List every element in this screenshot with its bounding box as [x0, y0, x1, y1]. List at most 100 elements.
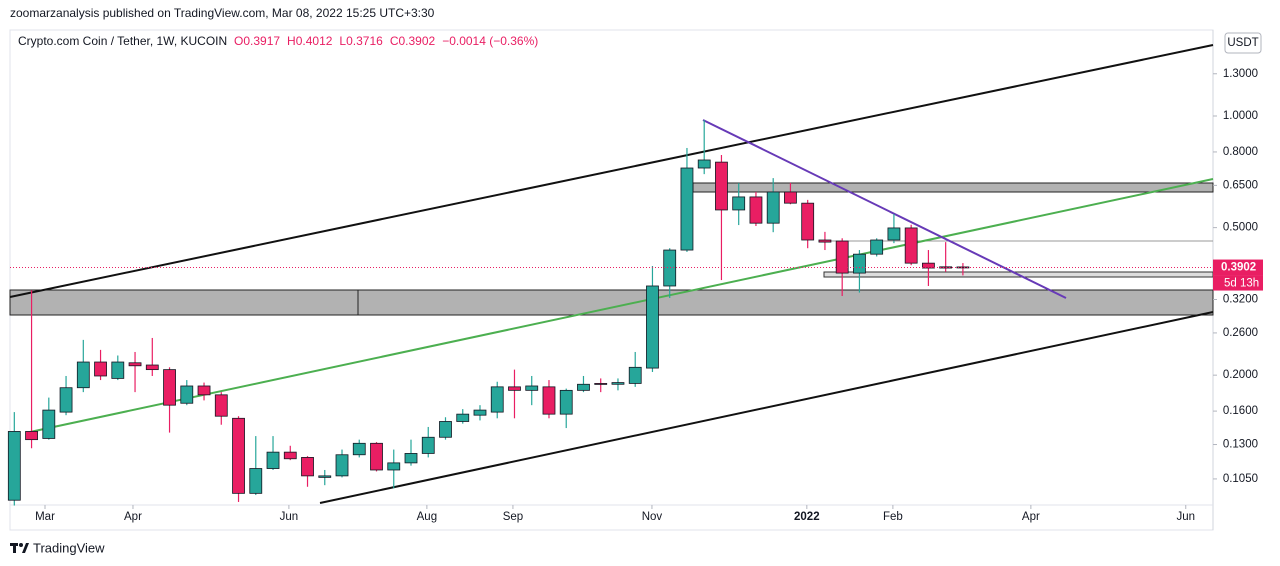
candle-body	[577, 383, 590, 391]
y-tick-label: 0.2600	[1223, 327, 1258, 339]
footer-logo	[10, 543, 29, 553]
candle-body	[421, 436, 435, 454]
y-tick-label: 0.1600	[1223, 405, 1258, 417]
candle-body	[180, 385, 194, 404]
candle-body	[456, 413, 470, 422]
y-tick-label: 0.5000	[1223, 222, 1258, 234]
candle-body	[594, 383, 608, 385]
candle-body	[404, 453, 418, 464]
candle-body	[318, 475, 332, 478]
candle-body	[42, 409, 56, 439]
channel-bottom	[319, 311, 1214, 504]
candle-body	[335, 454, 349, 477]
candles	[7, 120, 970, 506]
x-tick-label: Nov	[642, 511, 663, 523]
candle-body	[352, 442, 366, 456]
chart-title: Crypto.com Coin / Tether, 1W, KUCOIN	[18, 34, 227, 48]
candle-body	[301, 457, 314, 477]
ohlc-value: L0.3716	[339, 34, 383, 48]
countdown-box	[1213, 275, 1263, 291]
candle-body	[749, 196, 763, 224]
x-tick-label: Jun	[280, 511, 299, 523]
y-tick-label: 0.2000	[1223, 369, 1258, 381]
candle-body	[214, 394, 228, 417]
candle-body	[59, 387, 73, 413]
candle-body	[559, 389, 573, 415]
candle-body	[853, 253, 866, 274]
candle-body	[439, 421, 452, 438]
currency-button[interactable]	[1224, 32, 1262, 54]
candle-body	[732, 196, 746, 211]
candle-body	[111, 361, 125, 379]
candle-body	[266, 451, 280, 469]
x-tick-label: Mar	[35, 511, 55, 523]
countdown: 5d 13h	[1224, 278, 1259, 290]
candle-body	[818, 239, 832, 243]
x-tick-label: Jun	[1176, 511, 1195, 523]
candle-body	[508, 386, 521, 391]
candle-body	[7, 431, 21, 501]
candle-body	[784, 191, 797, 204]
ohlc-header: O0.3917 H0.4012 L0.3716 C0.3902 −0.0014 (−0.…	[234, 34, 538, 48]
y-tick-label: 0.8000	[1223, 146, 1258, 158]
candle-body	[283, 451, 297, 460]
candle-body	[835, 240, 849, 274]
y-tick-label: 0.1050	[1223, 473, 1258, 485]
last-price-label: 0.3902	[1221, 262, 1256, 274]
y-tick-label: 1.3000	[1223, 68, 1258, 80]
y-tick-label: 0.3200	[1223, 294, 1258, 306]
candle-body	[715, 161, 728, 211]
axes: 1.3000 1.0000 0.8000 0.6500 0.5000 0.3200 0.26…	[10, 68, 1263, 523]
candle-body	[145, 364, 159, 371]
x-tick-label: Sep	[503, 511, 523, 523]
candle-body	[163, 369, 176, 406]
footer: TradingView	[33, 540, 105, 555]
candle-body	[646, 285, 659, 369]
resistance-zone	[692, 182, 1214, 193]
candle-body	[525, 385, 539, 391]
candle-body	[370, 442, 383, 471]
candle-body	[956, 266, 970, 269]
ohlc-value: C0.3902	[390, 34, 436, 48]
candle-body	[697, 159, 711, 169]
ohlc-value: H0.4012	[287, 34, 333, 48]
candle-body	[197, 385, 211, 396]
candle-body	[94, 361, 107, 377]
x-tick-label: Apr	[1022, 511, 1040, 523]
candle-body	[887, 227, 901, 241]
candle-body	[232, 417, 245, 494]
y-tick-label: 1.0000	[1223, 110, 1258, 122]
y-tick-label: 0.1300	[1223, 439, 1258, 451]
candle-body	[801, 202, 815, 241]
candle-body	[766, 191, 780, 224]
candle-body	[542, 386, 556, 415]
candle-body	[628, 366, 642, 384]
candle-body	[870, 239, 884, 255]
green-trendline	[29, 178, 1214, 433]
x-tick-label: 2022	[794, 511, 820, 523]
last-price-box	[1213, 259, 1263, 276]
candle-body	[473, 409, 487, 416]
currency: USDT	[1227, 37, 1258, 49]
candle-body	[128, 362, 142, 367]
candle-body	[680, 167, 694, 251]
publisher: zoomarzanalysis published on TradingView…	[10, 6, 435, 20]
x-tick-label: Feb	[883, 511, 903, 523]
y-tick-label: 0.6500	[1223, 179, 1258, 191]
candle-body	[490, 386, 504, 413]
candle-body	[249, 468, 263, 494]
candle-body	[663, 249, 677, 287]
x-tick-label: Apr	[124, 511, 142, 523]
candle-body	[387, 462, 401, 471]
candle-body	[611, 382, 625, 385]
candle-body	[904, 227, 918, 264]
channel-top	[9, 44, 1214, 298]
purple-trendline	[702, 119, 1067, 299]
x-tick-label: Aug	[417, 511, 437, 523]
support-zone	[9, 289, 1214, 316]
candle-body	[76, 361, 90, 389]
candle-body	[25, 431, 38, 441]
